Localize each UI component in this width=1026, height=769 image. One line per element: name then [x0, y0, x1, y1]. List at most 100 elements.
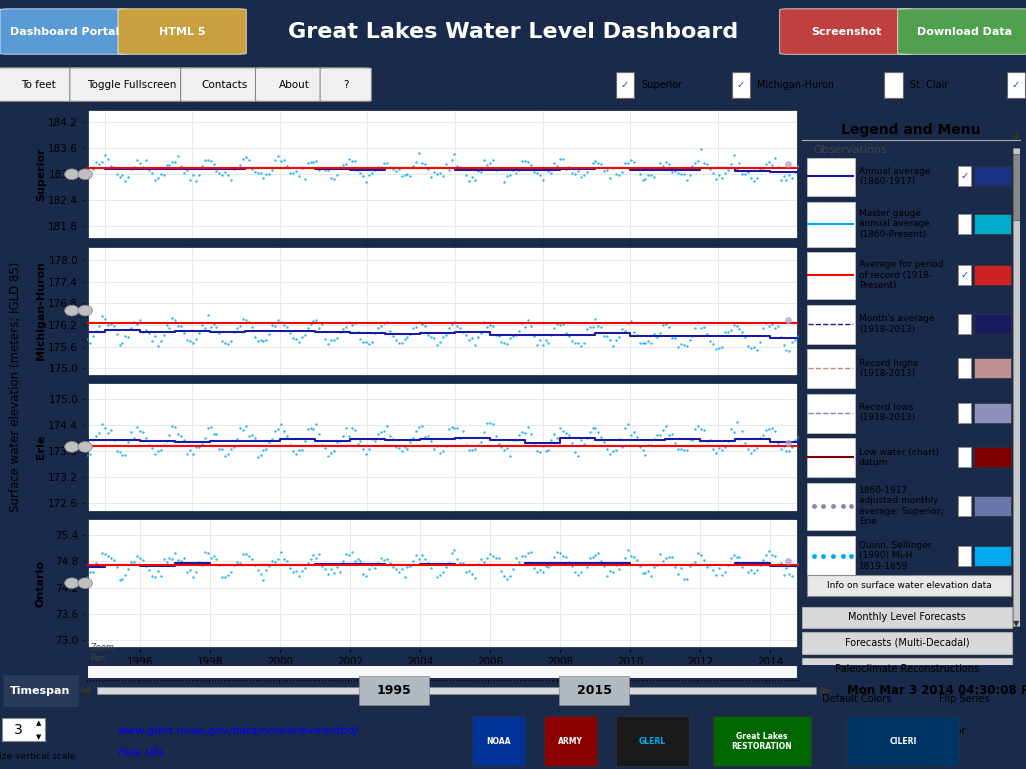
Point	[179, 448, 195, 460]
Point	[693, 549, 709, 561]
Point	[317, 441, 333, 454]
Point	[328, 436, 345, 448]
Point	[541, 165, 557, 178]
Point	[361, 338, 378, 351]
Point	[585, 157, 601, 169]
Point	[494, 336, 510, 348]
Point	[382, 557, 398, 569]
Point	[252, 448, 269, 461]
Point	[684, 330, 701, 342]
Point	[297, 435, 313, 448]
Bar	[974, 403, 1012, 423]
Point	[270, 423, 286, 435]
Point	[605, 566, 622, 578]
Point	[555, 549, 571, 561]
Point	[652, 157, 668, 169]
Point	[708, 568, 724, 581]
Point	[120, 331, 136, 343]
Bar	[914, 687, 1015, 711]
Point	[443, 155, 460, 167]
Point	[614, 441, 630, 453]
Point	[367, 561, 384, 574]
Point	[787, 434, 803, 446]
Point	[167, 547, 184, 559]
Point	[652, 548, 668, 561]
Text: Toggle Fullscreen: Toggle Fullscreen	[86, 79, 176, 90]
Point	[549, 432, 565, 444]
Point	[382, 161, 398, 173]
Point	[699, 561, 715, 573]
Point	[405, 159, 422, 171]
Point	[555, 153, 571, 165]
Point	[719, 435, 736, 448]
Point	[552, 318, 568, 331]
Point	[191, 441, 207, 453]
Point	[784, 336, 800, 348]
Bar	[806, 719, 844, 744]
Point	[634, 174, 650, 186]
Point	[728, 416, 745, 428]
Point	[117, 568, 133, 581]
Text: Contacts: Contacts	[201, 79, 247, 90]
Point	[420, 430, 436, 442]
Point	[235, 312, 251, 325]
Point	[643, 337, 660, 349]
Point	[640, 439, 657, 451]
Point	[784, 570, 800, 582]
Point	[582, 426, 598, 438]
Point	[220, 448, 236, 461]
Point	[311, 165, 327, 177]
Point	[590, 426, 606, 438]
Text: ✓: ✓	[1012, 79, 1020, 90]
Text: ✓: ✓	[621, 79, 629, 90]
Point	[426, 332, 442, 345]
Point	[511, 428, 527, 441]
Point	[520, 421, 537, 433]
Point	[770, 558, 786, 570]
Point	[238, 419, 254, 431]
Text: Equalize vertical scale: Equalize vertical scale	[0, 752, 75, 761]
Point	[655, 555, 671, 568]
Point	[194, 318, 210, 331]
Point	[120, 562, 136, 574]
Point	[326, 445, 343, 458]
Point	[96, 312, 113, 325]
Point	[579, 432, 595, 444]
Point	[446, 316, 463, 328]
Point	[780, 436, 796, 448]
Point	[579, 165, 595, 178]
Text: Download Data: Download Data	[917, 26, 1012, 37]
Point	[517, 321, 534, 333]
Point	[372, 161, 389, 174]
Point	[693, 143, 709, 155]
Point	[579, 323, 595, 335]
Point	[393, 563, 409, 575]
Text: Month's average
(1918-2013): Month's average (1918-2013)	[859, 314, 935, 334]
Point	[132, 552, 149, 564]
Point	[229, 432, 245, 444]
Point	[155, 439, 171, 451]
Point	[490, 162, 507, 175]
Point	[714, 172, 731, 185]
Point	[649, 161, 666, 174]
Point	[760, 423, 777, 435]
Point	[132, 424, 149, 437]
Point	[716, 441, 733, 454]
Point	[194, 559, 210, 571]
Bar	[806, 252, 855, 299]
Point	[476, 556, 492, 568]
Point	[405, 554, 422, 567]
Bar	[806, 305, 855, 344]
Point	[681, 334, 698, 346]
Point	[385, 432, 401, 444]
Point	[716, 326, 733, 338]
Point	[262, 435, 278, 448]
Point	[702, 163, 718, 175]
Point	[88, 557, 105, 569]
Point	[593, 431, 609, 444]
Point	[153, 444, 169, 456]
Point	[341, 153, 357, 165]
Point	[535, 339, 551, 351]
Point	[223, 174, 239, 186]
Point	[413, 157, 430, 169]
